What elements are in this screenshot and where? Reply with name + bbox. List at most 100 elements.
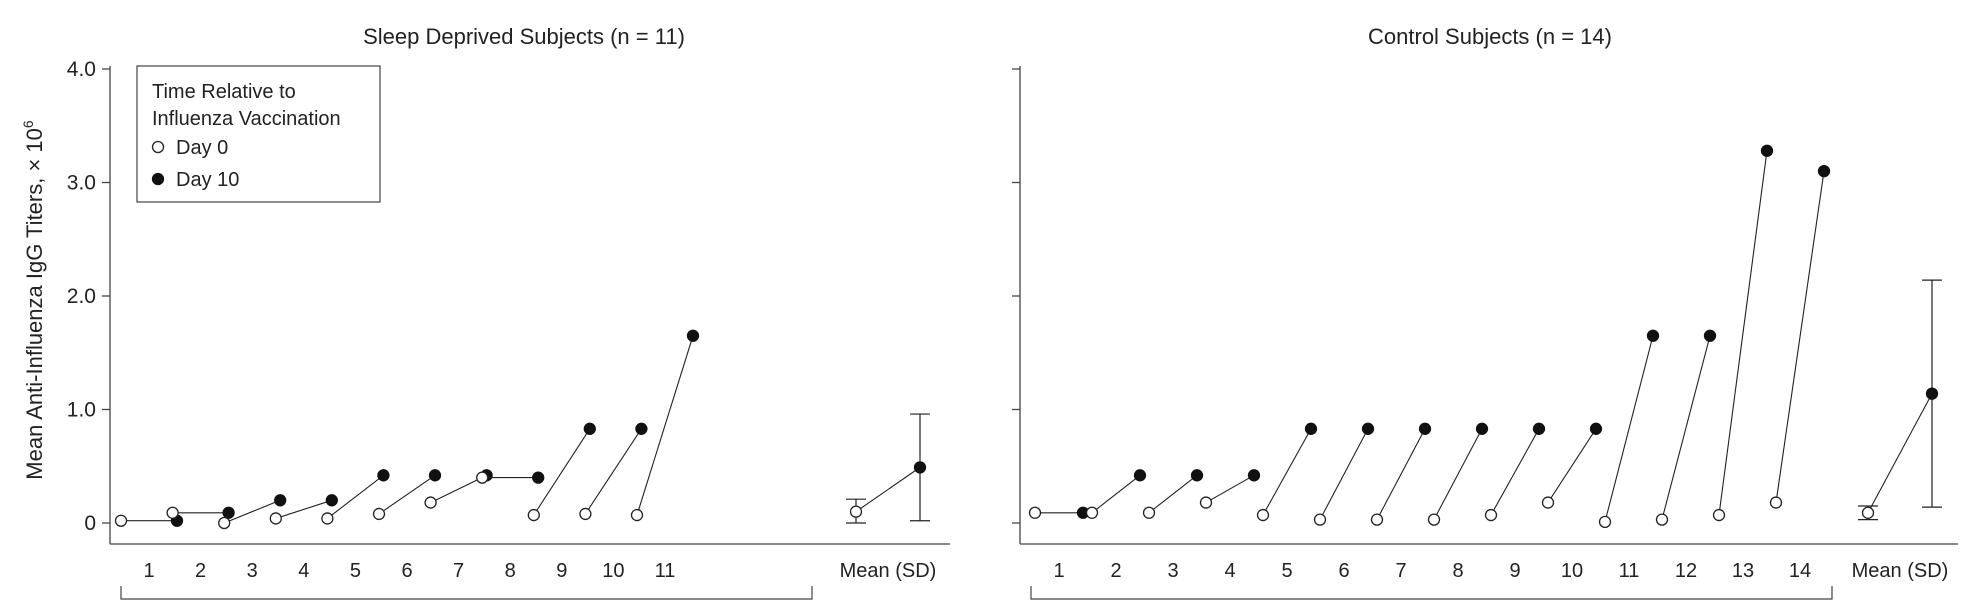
legend-day0-label: Day 0 <box>176 137 228 159</box>
day10-point <box>1190 469 1204 482</box>
x-tick-label: 7 <box>453 560 464 582</box>
x-tick-label: 4 <box>1224 560 1235 582</box>
subject-connector <box>584 428 642 515</box>
x-tick-labels: 1 2 3 4 5 6 7 8 9 10 11 12 13 14 <box>1053 560 1811 582</box>
day0-point <box>1655 513 1669 526</box>
day10-point <box>1589 422 1603 435</box>
day10-point <box>1703 329 1717 342</box>
legend: Time Relative to Influenza Vaccination D… <box>136 65 381 203</box>
day0-point <box>1769 496 1783 509</box>
mean-connector <box>855 466 921 513</box>
x-tick-label: 4 <box>298 560 309 582</box>
subject-connector <box>275 499 332 519</box>
day10-point <box>1760 144 1774 157</box>
subject-connector <box>1547 428 1597 503</box>
y-tick-label: 3.0 <box>67 172 96 195</box>
subject-connector <box>533 428 591 516</box>
legend-box <box>136 65 381 203</box>
mean-connector <box>1867 393 1933 514</box>
mean-day0-point <box>1861 506 1875 519</box>
x-tick-label: 3 <box>1167 560 1178 582</box>
subject-connector <box>1148 474 1198 514</box>
x-tick-label: 1 <box>143 560 154 582</box>
day0-point <box>321 512 334 525</box>
day0-point <box>1142 506 1156 519</box>
subject-connector <box>1775 171 1825 503</box>
panel-sleep-deprived: Sleep Deprived Subjects (n = 11) 0 1.0 2.0… <box>67 24 950 600</box>
subject-connector <box>1091 474 1141 514</box>
x-tick-label: 7 <box>1395 560 1406 582</box>
mean-day0-point <box>849 505 863 518</box>
y-ticks: 0 1.0 2.0 3.0 4.0 <box>67 58 110 535</box>
day0-point <box>1598 515 1612 529</box>
data-marks <box>114 329 930 530</box>
y-tick-label: 4.0 <box>67 58 96 81</box>
subject-connector <box>1661 335 1711 520</box>
day10-point <box>635 422 648 435</box>
mean-day10-point <box>1925 387 1939 400</box>
subject-connector <box>1718 150 1768 516</box>
day10-point <box>222 506 235 519</box>
day10-point <box>377 469 390 482</box>
day0-point <box>1370 513 1384 526</box>
day10-point <box>325 494 338 507</box>
y-tick-label: 1.0 <box>67 399 96 422</box>
x-tick-label: 6 <box>401 560 412 582</box>
subject-bracket <box>120 586 813 600</box>
x-tick-label: 2 <box>1110 560 1121 582</box>
mean-sd-label: Mean (SD) <box>1852 560 1949 582</box>
x-tick-label: 3 <box>247 560 258 582</box>
day10-point <box>1475 422 1489 435</box>
panel-title: Control Subjects (n = 14) <box>1368 24 1612 49</box>
day0-point <box>476 471 489 484</box>
legend-day0-marker <box>151 140 165 154</box>
day10-point <box>1304 422 1318 435</box>
day10-point <box>1133 469 1147 482</box>
x-tick-label: 14 <box>1789 560 1811 582</box>
day10-point <box>1817 164 1831 178</box>
y-axis-label: Mean Anti-Influenza IgG Titers, × 106 <box>20 120 47 480</box>
y-tick-label: 0 <box>84 512 96 535</box>
y-axis-label-exponent: 6 <box>20 120 36 128</box>
subject-bracket <box>1030 586 1833 600</box>
day10-point <box>1532 422 1546 435</box>
y-ticks <box>1012 68 1020 524</box>
day0-point <box>527 508 540 522</box>
subject-connector <box>1262 428 1312 516</box>
x-tick-labels: 1 2 3 4 5 6 7 8 9 10 11 <box>143 560 675 582</box>
mean-day10-point <box>913 461 927 474</box>
subject-connector <box>327 474 384 519</box>
day10-point <box>1361 422 1375 435</box>
x-tick-label: 9 <box>556 560 567 582</box>
y-axis-label-text: Mean Anti-Influenza IgG Titers, × 10 <box>22 128 47 480</box>
day0-point <box>1712 508 1726 522</box>
day0-point <box>114 514 128 527</box>
subject-connector <box>1490 428 1540 516</box>
day0-point <box>1313 513 1327 526</box>
day0-point <box>1085 506 1099 519</box>
subject-connector <box>1319 428 1369 520</box>
legend-day10-marker <box>151 172 165 186</box>
subject-connector <box>1604 335 1654 523</box>
day0-point <box>166 506 179 519</box>
panel-control: Control Subjects (n = 14) 1 2 3 4 5 6 7 8 9 10 11 1… <box>1012 24 1958 600</box>
day0-point <box>1256 508 1270 522</box>
day10-point <box>1646 329 1660 342</box>
legend-title-line2: Influenza Vaccination <box>152 108 341 130</box>
legend-title-line1: Time Relative to <box>152 81 296 103</box>
mean-sd-label: Mean (SD) <box>840 560 937 582</box>
day10-point <box>686 329 700 342</box>
panel-title: Sleep Deprived Subjects (n = 11) <box>363 24 685 49</box>
x-tick-label: 11 <box>655 560 676 582</box>
day0-point <box>630 508 644 522</box>
x-tick-label: 1 <box>1053 560 1064 582</box>
legend-day10-label: Day 10 <box>176 169 239 191</box>
day0-point <box>1541 496 1555 509</box>
day0-point <box>218 516 231 530</box>
day0-point <box>1427 513 1441 526</box>
x-tick-label: 13 <box>1732 560 1754 582</box>
x-tick-label: 5 <box>1281 560 1292 582</box>
data-marks <box>1028 144 1942 529</box>
subject-connector <box>636 335 694 516</box>
